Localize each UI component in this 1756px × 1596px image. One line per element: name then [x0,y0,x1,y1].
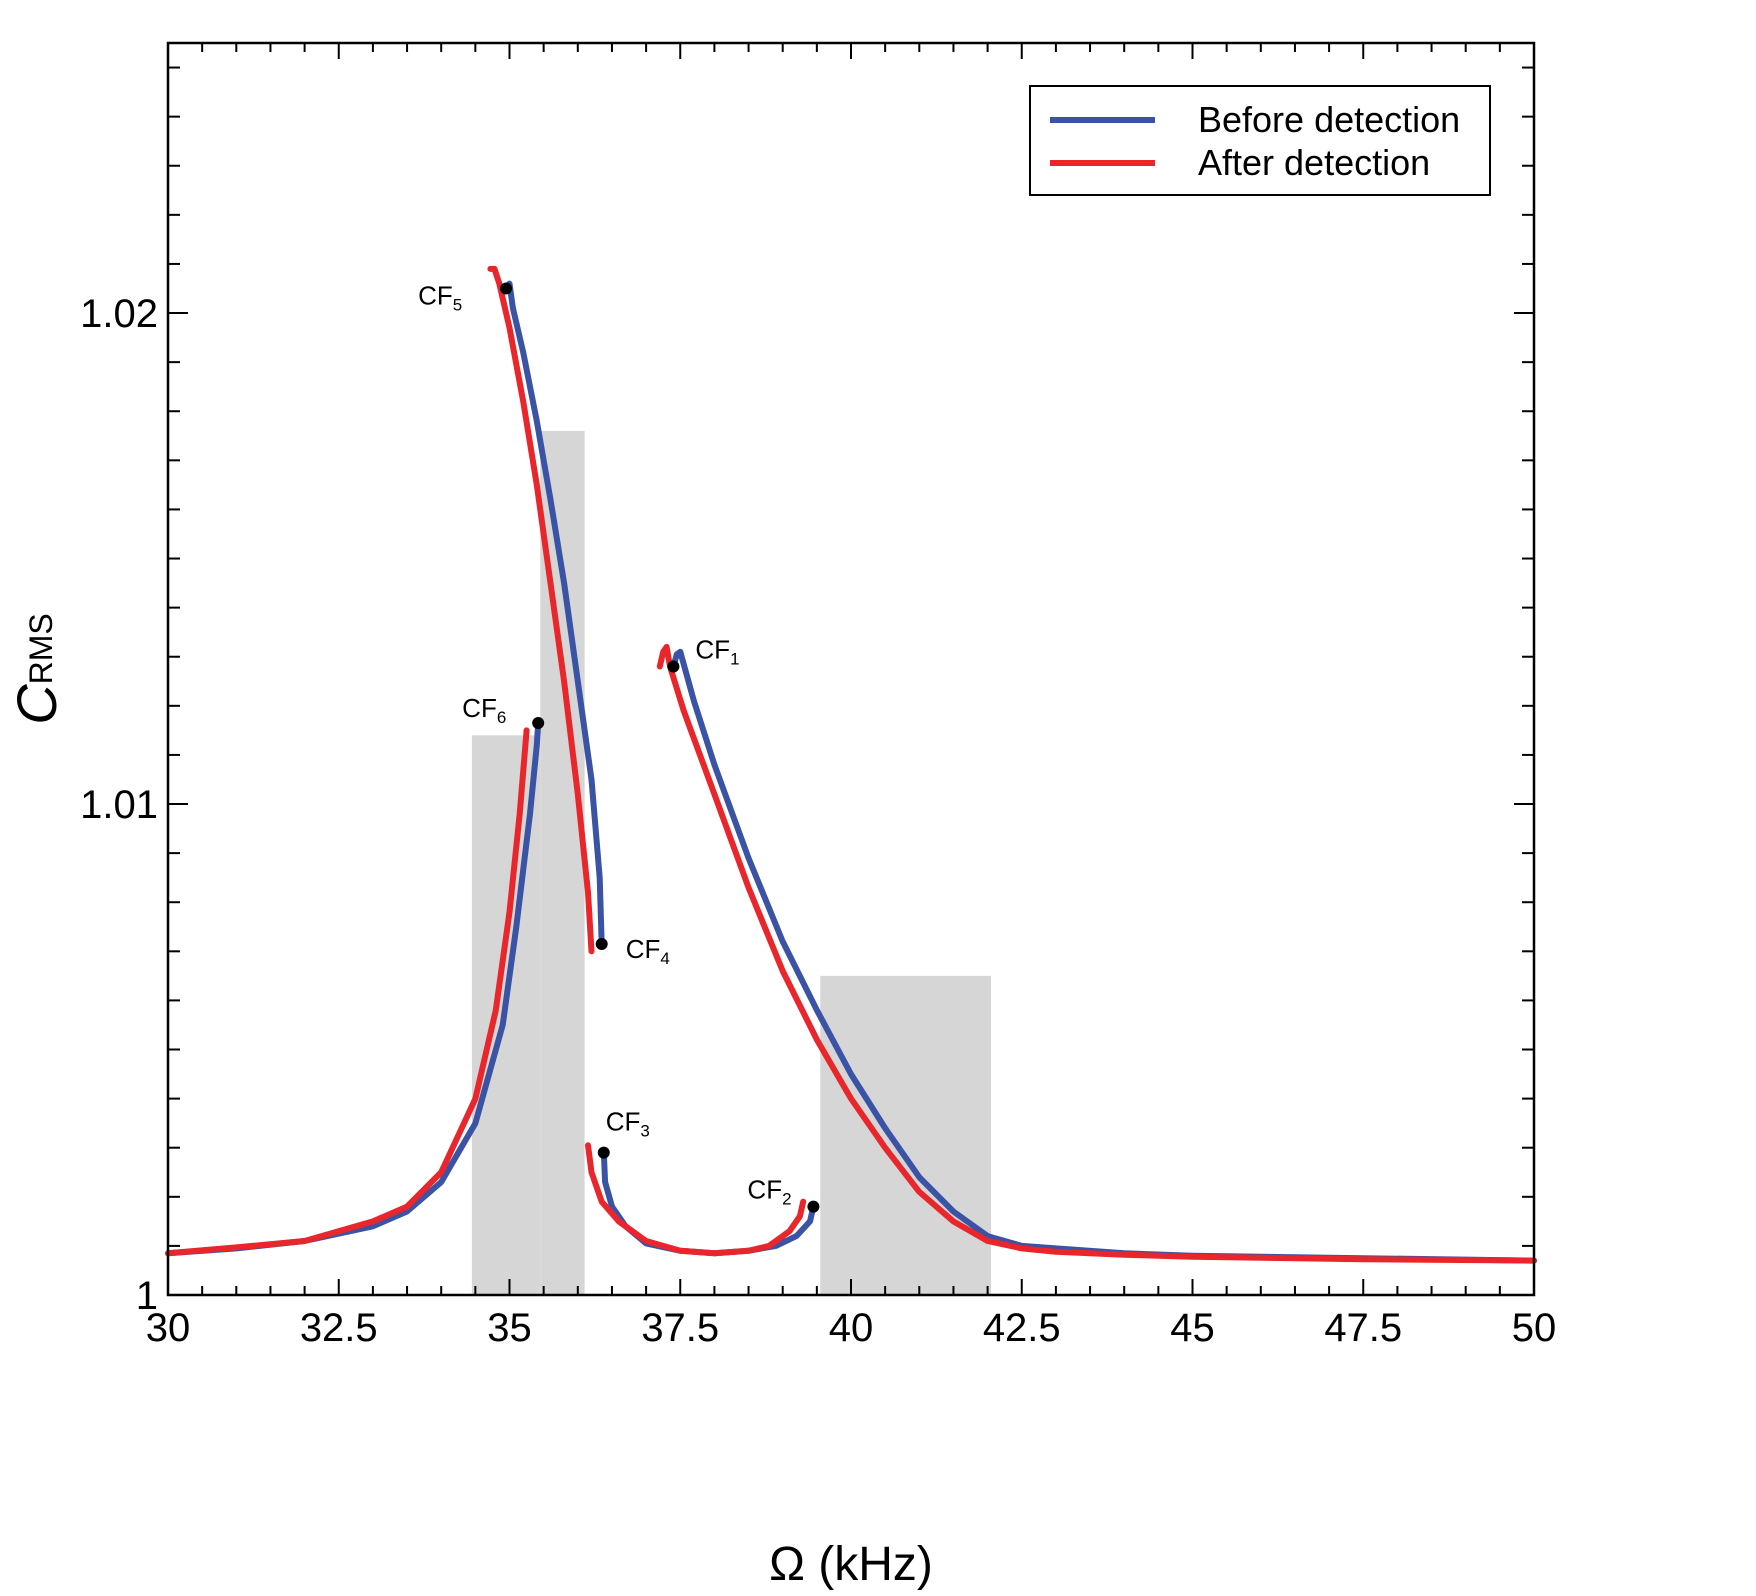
y-tick-labels: 1 1.01 1.02 [80,292,158,1318]
cf2-label: CF2 [747,1175,791,1209]
y-axis-label: CRMS [5,613,68,725]
y-tick-label: 1.01 [80,783,158,827]
x-tick-label: 50 [1512,1306,1557,1350]
before-detection-line-segment-4 [670,648,1537,1264]
x-tick-label: 32.5 [300,1306,378,1350]
cf4-marker [595,937,608,950]
legend: Before detection After detection [1029,85,1491,196]
cf4-label: CF4 [626,934,670,968]
x-tick-label: 40 [829,1306,874,1350]
y-tick-label: 1.02 [80,292,158,336]
x-tick-label: 47.5 [1324,1306,1402,1350]
after-detection-line-segment-4 [656,643,1537,1264]
x-tick-label: 37.5 [641,1306,719,1350]
y-tick-label: 1 [136,1274,158,1318]
cf1-label: CF1 [695,635,739,669]
cf4-label-sub: 4 [660,949,669,968]
after-detection-line-segment-3 [585,1142,807,1257]
x-tick-label: 42.5 [983,1306,1061,1350]
cf5-label: CF5 [418,280,462,314]
y-axis-label-main: C [5,684,68,725]
svg-text:CRMS: CRMS [5,613,68,725]
cf3-label: CF3 [606,1107,650,1141]
cf-markers: CF1 CF2 CF3 CF4 CF5 CF6 [418,280,820,1213]
cf6-label-sub: 6 [497,708,506,727]
axis-ticks [167,43,1535,1296]
cf3-marker [597,1146,610,1159]
y-axis-label-sub: RMS [23,613,59,684]
cf5-marker [500,282,513,295]
cf1-label-sub: 1 [730,650,739,669]
x-tick-labels: 30 32.5 35 37.5 40 42.5 45 47.5 50 [146,1306,1557,1350]
series-lines [165,265,1537,1264]
before-detection-line-segment-2 [503,280,605,947]
cf3-label-sub: 3 [640,1122,649,1141]
legend-box [1029,85,1491,196]
cf6-marker [532,717,545,730]
cf6-label: CF6 [462,693,506,727]
legend-label-before: Before detection [1198,99,1460,140]
x-tick-label: 35 [487,1306,532,1350]
cf2-marker [807,1200,820,1213]
cf5-label-sub: 5 [453,295,462,314]
x-tick-label: 45 [1170,1306,1215,1350]
legend-label-after: After detection [1198,142,1430,183]
after-detection-line-segment-1 [165,727,530,1257]
x-tick-label: 30 [146,1306,191,1350]
after-detection-line-segment-2 [487,265,595,955]
cf2-label-sub: 2 [782,1190,791,1209]
x-axis-label: Ω (kHz) [769,1538,933,1591]
shaded-region-3 [820,975,992,1295]
cf1-marker [667,660,680,673]
plot-frame [166,41,1536,1297]
